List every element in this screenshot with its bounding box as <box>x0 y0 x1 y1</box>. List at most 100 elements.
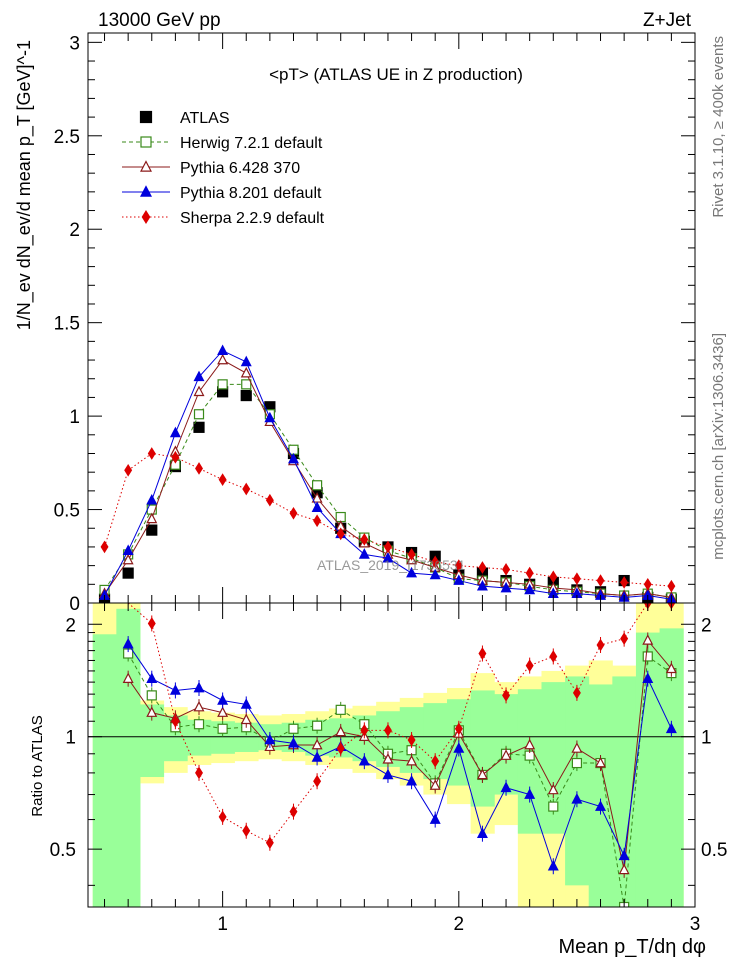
ratio-point-pythia-8-201-default <box>264 733 276 745</box>
main-y-tick-label: 1 <box>69 407 80 428</box>
legend-label-herwig-7-2-1-default: Herwig 7.2.1 default <box>180 135 323 152</box>
ratio-point-herwig-7-2-1-default <box>335 704 346 715</box>
main-point-pythia-8-201-default <box>500 581 512 593</box>
main-point-pythia-8-201-default <box>193 370 205 382</box>
main-point-pythia-6-428-370 <box>193 385 205 397</box>
main-point-sherpa-2-2-9-default <box>242 482 251 496</box>
ratio-point-sherpa-2-2-9-default <box>195 766 203 780</box>
main-point-sherpa-2-2-9-default <box>431 555 440 569</box>
ratio-point-pythia-6-428-370 <box>146 706 158 717</box>
main-y-tick-label: 1.5 <box>54 314 80 335</box>
ratio-green-band <box>494 694 519 795</box>
main-point-sherpa-2-2-9-default <box>407 548 416 561</box>
x-tick-label: 1 <box>217 914 228 935</box>
main-point-sherpa-2-2-9-default <box>572 572 581 586</box>
ratio-point-pythia-6-428-370 <box>571 742 583 753</box>
main-point-sherpa-2-2-9-default <box>502 563 511 576</box>
main-point-pythia-8-201-default <box>287 452 299 464</box>
ratio-point-herwig-7-2-1-default <box>193 719 205 730</box>
ratio-point-pythia-8-201-default <box>595 800 607 811</box>
ratio-point-sherpa-2-2-9-default <box>171 714 180 728</box>
main-point-sherpa-2-2-9-default <box>289 506 298 520</box>
main-point-pythia-8-201-default <box>476 579 488 591</box>
main-point-sherpa-2-2-9-default <box>265 493 274 507</box>
main-y-tick-label: 3 <box>69 33 80 54</box>
main-point-sherpa-2-2-9-default <box>336 527 345 541</box>
ratio-point-sherpa-2-2-9-default <box>336 742 345 755</box>
main-title: <pT> (ATLAS UE in Z production) <box>269 65 523 84</box>
ratio-point-herwig-7-2-1-default <box>217 723 228 734</box>
main-point-pythia-6-428-370 <box>217 353 229 365</box>
ratio-point-sherpa-2-2-9-default <box>242 824 251 838</box>
main-series-group <box>98 344 677 603</box>
legend-label-pythia-8-201-default: Pythia 8.201 default <box>180 185 322 202</box>
ratio-point-pythia-8-201-default <box>358 754 370 766</box>
legend-label-sherpa-2-2-9-default: Sherpa 2.2.9 default <box>180 210 325 227</box>
ratio-y-tick-label: 2 <box>65 615 76 636</box>
main-y-axis-label: 1/N_ev dN_ev/d mean p_T [GeV]^-1 <box>14 40 35 330</box>
ratio-point-sherpa-2-2-9-default <box>454 722 463 736</box>
ratio-point-sherpa-2-2-9-default <box>525 659 534 672</box>
main-point-herwig-7-2-1-default <box>217 379 228 390</box>
ratio-point-sherpa-2-2-9-default <box>431 754 440 768</box>
ratio-point-pythia-6-428-370 <box>500 749 512 760</box>
main-point-pythia-8-201-default <box>217 344 229 356</box>
ratio-point-pythia-6-428-370 <box>406 754 418 766</box>
ratio-point-pythia-6-428-370 <box>547 783 559 795</box>
legend-marker-atlas <box>139 110 153 124</box>
main-point-pythia-8-201-default <box>358 548 370 559</box>
main-point-pythia-8-201-default <box>122 544 134 555</box>
ratio-point-pythia-8-201-default <box>500 781 512 793</box>
legend-marker-herwig-7-2-1-default <box>140 136 152 148</box>
main-point-pythia-6-428-370 <box>240 366 252 378</box>
main-point-sherpa-2-2-9-default <box>383 540 392 554</box>
ratio-point-sherpa-2-2-9-default <box>218 810 227 824</box>
ratio-point-sherpa-2-2-9-default <box>502 689 511 702</box>
ratio-y-tick-label-right: 0.5 <box>701 840 727 861</box>
ratio-y-axis-label: Ratio to ATLAS <box>29 715 46 816</box>
ratio-plot-panel: 0.5 0.5 1 1 2 2 1 2 3 <box>50 602 727 935</box>
main-point-pythia-8-201-default <box>169 426 181 438</box>
ratio-point-pythia-6-428-370 <box>335 725 347 737</box>
ratio-point-pythia-8-201-default <box>146 672 158 683</box>
legend: ATLAS Herwig 7.2.1 default Pythia 6.428 37… <box>122 110 325 227</box>
main-point-pythia-8-201-default <box>524 583 536 595</box>
ratio-point-herwig-7-2-1-default <box>571 757 583 769</box>
ratio-point-pythia-8-201-default <box>311 751 323 762</box>
ratio-line-pythia-8-201-default <box>127 643 672 868</box>
ratio-point-pythia-8-201-default <box>665 722 677 734</box>
ratio-point-sherpa-2-2-9-default <box>289 805 298 818</box>
main-y-tick-label: 2 <box>69 220 80 241</box>
main-point-sherpa-2-2-9-default <box>620 576 629 589</box>
main-y-tick-label: 0.5 <box>54 501 80 522</box>
ratio-green-band <box>588 684 613 907</box>
x-tick-label: 3 <box>690 914 701 935</box>
ratio-point-herwig-7-2-1-default <box>288 723 299 734</box>
main-point-sherpa-2-2-9-default <box>360 533 369 546</box>
ratio-point-herwig-7-2-1-default <box>312 720 323 731</box>
ratio-point-herwig-7-2-1-default <box>146 690 157 701</box>
ratio-point-sherpa-2-2-9-default <box>147 617 156 630</box>
ratio-green-band <box>92 634 117 907</box>
ratio-point-pythia-8-201-default <box>406 774 418 786</box>
ratio-y-tick-label-right: 2 <box>701 615 712 636</box>
main-point-atlas <box>193 421 205 433</box>
ratio-y-tick-label: 0.5 <box>50 840 76 861</box>
main-point-sherpa-2-2-9-default <box>218 473 227 486</box>
main-y-tick-label: 2.5 <box>54 127 80 148</box>
ratio-frame <box>87 602 696 908</box>
ratio-line-sherpa-offscale <box>127 603 153 624</box>
ratio-line-herwig-7-2-1-default <box>127 653 672 907</box>
ratio-point-pythia-6-428-370 <box>618 863 630 875</box>
main-point-sherpa-2-2-9-default <box>667 579 676 593</box>
ratio-point-pythia-6-428-370 <box>382 753 394 764</box>
main-point-atlas <box>122 567 134 579</box>
ratio-y-tick-label: 1 <box>65 728 76 749</box>
ratio-point-pythia-6-428-370 <box>193 700 205 712</box>
main-plot-panel: 0 0.5 1 1.5 2 2.5 3 <box>54 32 696 615</box>
main-point-pythia-8-201-default <box>453 574 465 585</box>
main-point-sherpa-2-2-9-default <box>171 450 180 464</box>
legend-marker-sherpa-2-2-9-default <box>141 210 151 224</box>
legend-label-pythia-6-428-370: Pythia 6.428 370 <box>180 160 300 177</box>
